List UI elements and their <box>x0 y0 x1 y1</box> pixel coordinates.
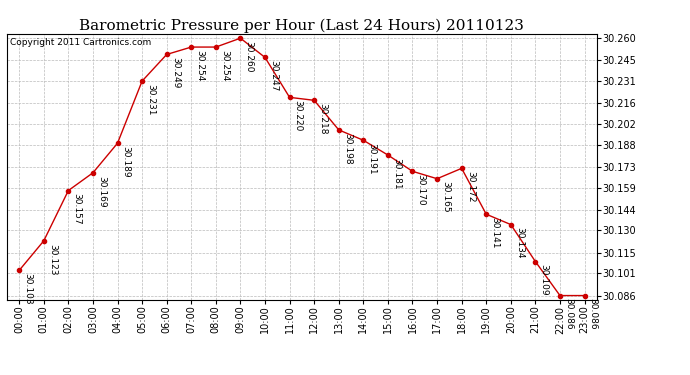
Text: 30.172: 30.172 <box>466 171 475 202</box>
Text: 30.231: 30.231 <box>146 84 155 116</box>
Text: 30.189: 30.189 <box>121 146 130 178</box>
Text: 30.103: 30.103 <box>23 273 32 305</box>
Text: 30.169: 30.169 <box>97 176 106 207</box>
Text: 30.191: 30.191 <box>368 143 377 175</box>
Text: 30.181: 30.181 <box>392 158 401 189</box>
Text: 30.123: 30.123 <box>48 244 57 275</box>
Text: 30.198: 30.198 <box>343 133 352 164</box>
Text: 30.247: 30.247 <box>269 60 278 92</box>
Text: 30.086: 30.086 <box>564 298 573 330</box>
Text: 30.165: 30.165 <box>441 182 451 213</box>
Text: 30.249: 30.249 <box>171 57 180 88</box>
Text: 30.157: 30.157 <box>72 194 81 225</box>
Text: Copyright 2011 Cartronics.com: Copyright 2011 Cartronics.com <box>10 38 151 47</box>
Text: 30.218: 30.218 <box>318 103 327 135</box>
Text: 30.086: 30.086 <box>589 298 598 330</box>
Text: 30.134: 30.134 <box>515 227 524 259</box>
Text: 30.220: 30.220 <box>294 100 303 132</box>
Text: 30.109: 30.109 <box>540 264 549 296</box>
Text: 30.254: 30.254 <box>220 50 229 81</box>
Text: 30.260: 30.260 <box>244 41 254 72</box>
Text: 30.254: 30.254 <box>195 50 204 81</box>
Text: 30.141: 30.141 <box>491 217 500 249</box>
Text: 30.170: 30.170 <box>417 174 426 206</box>
Title: Barometric Pressure per Hour (Last 24 Hours) 20110123: Barometric Pressure per Hour (Last 24 Ho… <box>79 18 524 33</box>
